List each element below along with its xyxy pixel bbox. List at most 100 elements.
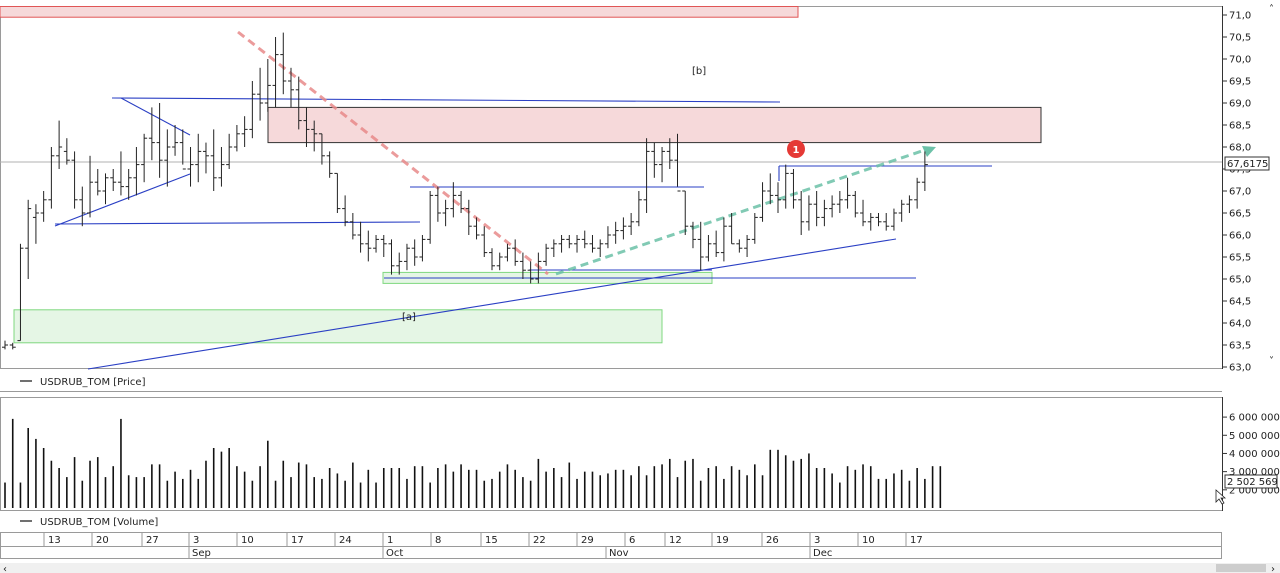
price-bar: [898, 199, 905, 222]
day-tick-label: 15: [485, 535, 498, 546]
price-bar: [527, 261, 534, 284]
price-legend: USDRUB_TOM [Price]: [40, 377, 146, 388]
price-bar: [32, 204, 39, 244]
scrollbar-thumb[interactable]: [1216, 564, 1266, 572]
horizontal-scrollbar[interactable]: [0, 563, 1280, 573]
day-tick-label: 6: [629, 535, 635, 546]
day-tick-label: 10: [862, 535, 875, 546]
price-bar: [365, 230, 372, 262]
price-bar: [543, 243, 550, 266]
trend-line: [120, 97, 191, 136]
price-bar: [342, 195, 349, 227]
volume-axis: 6 000 000 5 000 000 4 000 000 3 000 000 2 00…: [1222, 397, 1280, 511]
price-bar: [318, 133, 325, 165]
price-bar: [682, 190, 689, 235]
price-bar: [187, 147, 194, 187]
price-bar: [659, 147, 666, 183]
price-bar: [790, 169, 797, 209]
price-bar: [465, 199, 472, 235]
price-bar: [442, 199, 449, 227]
price-bar: [427, 191, 434, 244]
price-last-value-box: [1224, 156, 1270, 171]
price-bar: [349, 213, 356, 240]
price-bar: [288, 67, 295, 108]
price-bar: [775, 182, 781, 213]
wave-label-b: [b]: [692, 66, 706, 77]
price-bar: [218, 147, 225, 187]
price-tick-label: 71,0: [1229, 11, 1251, 22]
scroll-left-icon[interactable]: ‹: [3, 564, 7, 573]
price-bar: [713, 230, 720, 257]
price-bar: [890, 208, 897, 231]
day-tick-label: 3: [814, 535, 820, 546]
volume-tick-label: 2 000 000: [1229, 485, 1280, 496]
price-bar: [782, 164, 789, 209]
day-tick-label: 22: [533, 535, 546, 546]
price-tick-label: 64,0: [1229, 319, 1251, 330]
scroll-right-icon[interactable]: ›: [1271, 564, 1275, 573]
price-tick-label: 69,5: [1229, 77, 1251, 88]
price-bar: [2, 340, 8, 350]
price-tick-label: 69,0: [1229, 99, 1251, 110]
price-bar: [48, 147, 55, 209]
day-tick-label: 12: [669, 535, 682, 546]
price-bar: [63, 138, 70, 165]
price-tick-label: 68,5: [1229, 121, 1251, 132]
price-bar: [635, 191, 642, 227]
price-bar: [357, 221, 364, 253]
price-bar: [574, 235, 581, 253]
price-tick-label: 65,0: [1229, 275, 1251, 286]
price-bar: [829, 195, 836, 218]
price-bar: [94, 169, 101, 196]
price-bar: [17, 243, 24, 342]
trend-lines: [0, 30, 1222, 370]
day-tick-label: 24: [339, 535, 352, 546]
price-bar: [496, 252, 503, 271]
volume-plot-area: [0, 397, 1223, 511]
price-bar: [303, 107, 310, 147]
price-bar: [233, 125, 240, 152]
price-bar: [651, 142, 658, 178]
price-tick-label: 63,0: [1229, 363, 1251, 374]
price-bar: [249, 81, 256, 139]
volume-tick-label: 6 000 000: [1229, 413, 1280, 424]
price-bar: [720, 217, 727, 262]
trend-line: [54, 221, 421, 225]
price-tick-label: 66,5: [1229, 209, 1251, 220]
price-bar: [164, 129, 171, 187]
price-bar: [295, 76, 302, 130]
price-bar: [558, 235, 565, 253]
price-bar: [566, 235, 573, 249]
price-tick-label: 66,0: [1229, 231, 1251, 242]
price-bar: [257, 67, 264, 121]
day-tick-label: 29: [581, 535, 594, 546]
price-tick-label: 67,0: [1229, 187, 1251, 198]
day-tick-label: 17: [291, 535, 304, 546]
price-bar: [759, 182, 766, 222]
price-bar: [25, 199, 32, 279]
price-bar: [612, 221, 619, 244]
zone-support: [13, 309, 663, 344]
scroll-down-icon[interactable]: ˅: [1269, 355, 1274, 367]
price-bar: [210, 129, 217, 191]
price-bar: [867, 213, 874, 231]
price-bar: [280, 32, 287, 95]
price-bar: [813, 191, 820, 227]
price-bar: [403, 243, 410, 271]
price-bar: [272, 37, 279, 108]
zone-resistance: [267, 106, 1042, 144]
price-bar: [396, 252, 403, 275]
price-bars: [2, 32, 928, 350]
month-label: Oct: [386, 548, 403, 559]
price-bar: [728, 213, 735, 245]
price-bar: [380, 235, 387, 257]
price-bar: [550, 239, 557, 257]
price-bar: [705, 235, 712, 262]
price-bar: [798, 191, 805, 235]
price-bar: [488, 248, 495, 271]
price-bar: [914, 177, 921, 209]
day-tick-label: 10: [241, 535, 254, 546]
scroll-up-icon[interactable]: ˄: [1269, 3, 1274, 15]
price-bar: [334, 172, 341, 213]
price-bar: [628, 213, 635, 235]
